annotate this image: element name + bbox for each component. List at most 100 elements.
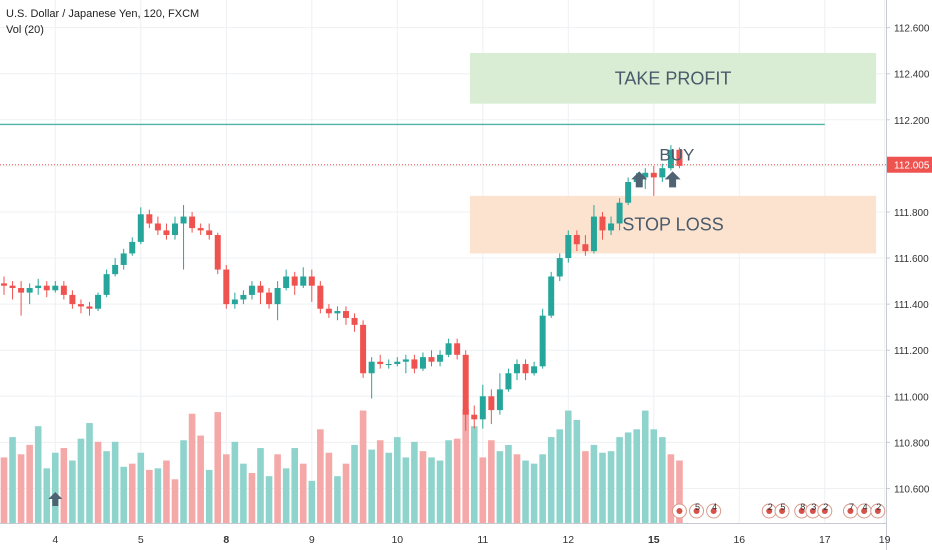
x-tick-label: 5: [138, 534, 144, 546]
candle-body: [445, 343, 452, 355]
volume-bar: [214, 412, 222, 523]
candle-body: [471, 414, 478, 420]
event-marker-count: 4: [712, 502, 717, 512]
volume-bar: [385, 452, 393, 523]
candle-body: [616, 202, 623, 224]
volume-bar: [624, 432, 632, 523]
candle-body: [659, 168, 666, 178]
candle-body: [368, 361, 375, 374]
candle-body: [189, 216, 196, 229]
candle-body: [385, 364, 392, 366]
volume-up-arrow-icon: [48, 492, 63, 506]
volume-bar: [633, 429, 640, 523]
volume-bar: [496, 451, 504, 523]
volume-bar: [265, 476, 273, 523]
event-marker-count: 3: [811, 502, 816, 512]
x-tick-label: 9: [309, 534, 315, 546]
event-flag-dot: [693, 508, 700, 514]
event-marker-count: 2: [768, 502, 773, 512]
x-tick-label: 12: [562, 534, 574, 546]
candle-body: [539, 315, 546, 367]
event-flag-dot: [766, 508, 773, 514]
candle-body: [479, 396, 486, 420]
volume-bar: [317, 429, 324, 523]
candle-body: [18, 287, 25, 293]
x-tick-label: 19: [879, 534, 891, 546]
candle-body: [86, 306, 93, 309]
candle-body: [402, 359, 409, 362]
candle-body: [565, 235, 572, 259]
volume-bar: [565, 410, 572, 523]
volume-bar: [453, 438, 461, 523]
event-marker-count: 2: [823, 502, 828, 512]
candle-body: [317, 285, 324, 309]
volume-bar: [641, 410, 649, 523]
candle-body: [496, 389, 503, 411]
candle-body: [248, 285, 255, 295]
volume-bar: [513, 454, 521, 523]
volume-bar: [505, 444, 512, 523]
volume-bar: [137, 452, 145, 523]
x-tick-label: 16: [733, 534, 745, 546]
time-axis-bg: [0, 523, 886, 550]
candle-body: [35, 285, 42, 288]
volume-bar: [231, 441, 239, 523]
candle-body: [266, 292, 273, 305]
volume-bar: [223, 454, 230, 523]
x-tick-label: 15: [648, 534, 660, 546]
candle-body: [172, 223, 178, 236]
candle-body: [274, 287, 281, 305]
volume-bar: [240, 463, 247, 523]
candle-body: [608, 223, 615, 231]
volume-bar: [470, 426, 478, 523]
candle-body: [351, 317, 358, 325]
volume-bar: [342, 463, 350, 523]
candle-body: [522, 364, 529, 374]
volume-bar: [248, 473, 256, 523]
volume-bar: [197, 435, 204, 523]
candle-body: [325, 308, 332, 314]
volume-bar: [676, 460, 683, 523]
volume-bar: [77, 438, 85, 523]
candle-body: [240, 294, 247, 300]
candle-body: [223, 269, 230, 305]
current-price-label: 112.005: [894, 161, 930, 172]
candle-body: [667, 149, 674, 169]
candle-body: [514, 364, 520, 374]
y-tick-label: 112.400: [894, 70, 930, 81]
candle-body: [454, 343, 461, 355]
volume-bar: [556, 429, 564, 523]
volume-bar: [607, 451, 615, 523]
volume-bar: [445, 440, 452, 523]
volume-bar: [0, 457, 8, 523]
volume-bar: [274, 454, 281, 523]
candle-body: [419, 357, 426, 369]
event-marker-count: 8: [800, 502, 805, 512]
volume-bar: [291, 448, 298, 523]
candle-body: [52, 285, 59, 291]
candle-body: [146, 214, 153, 224]
volume-bar: [171, 479, 179, 523]
candle-body: [428, 357, 435, 362]
candle-body: [120, 253, 127, 265]
volume-bar: [411, 441, 418, 523]
candle-body: [103, 274, 110, 295]
candle-body: [9, 285, 16, 288]
candle-body: [599, 216, 606, 231]
volume-bar: [659, 437, 666, 523]
candle-body: [163, 230, 170, 236]
y-tick-label: 111.200: [894, 346, 929, 357]
up-arrow-icon: [631, 171, 648, 188]
volume-bar: [351, 444, 358, 523]
volume-bar: [376, 440, 384, 523]
volume-bar: [547, 437, 555, 523]
candle-body: [437, 354, 444, 362]
candle-body: [69, 294, 76, 305]
volume-bar: [9, 437, 16, 523]
volume-bar: [667, 454, 675, 523]
volume-bar: [282, 468, 290, 523]
event-flag-dot: [821, 508, 828, 514]
candle-body: [180, 216, 187, 224]
candle-body: [531, 366, 538, 374]
